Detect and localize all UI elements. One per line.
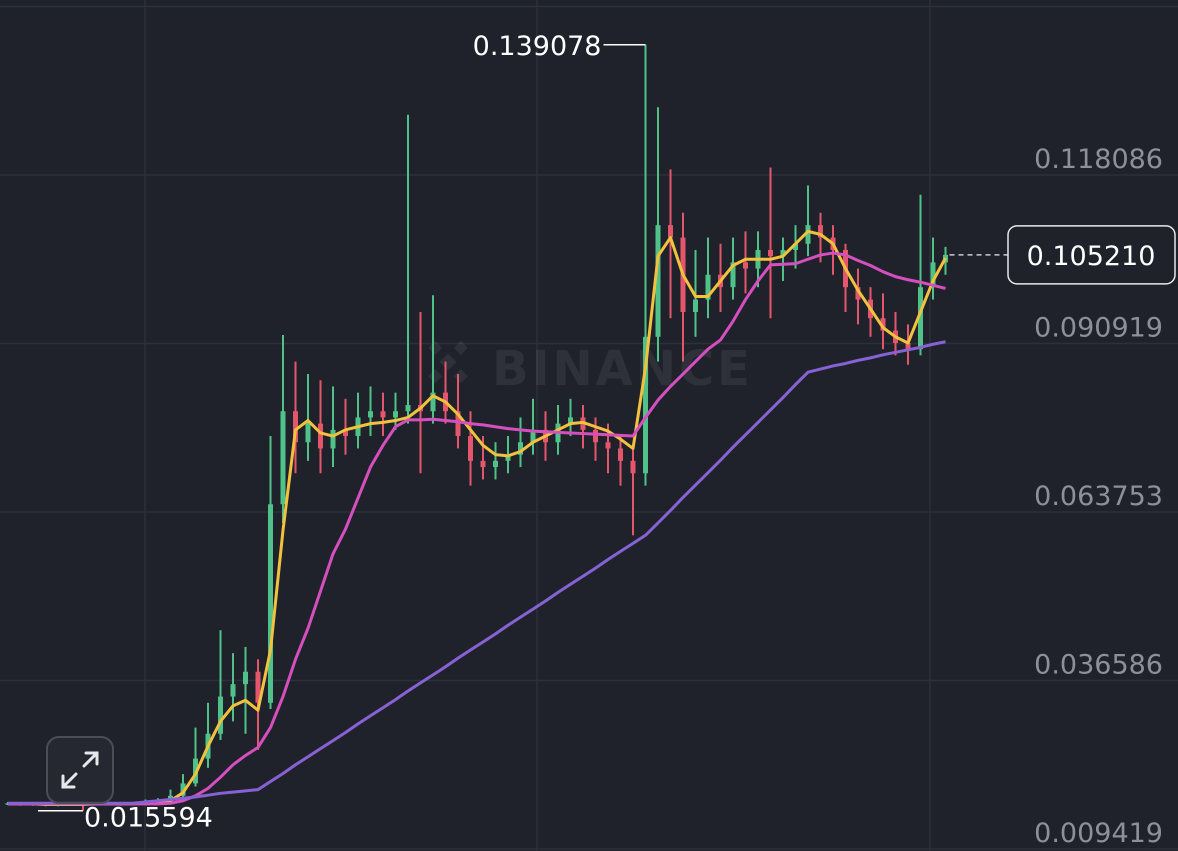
candle-body (343, 429, 348, 437)
candle-body (768, 249, 773, 257)
axis-labels: 0.145253 0.118086 0.090919 0.063753 0.036586… (1034, 0, 1163, 849)
candle-body (480, 460, 486, 468)
candle-body (305, 423, 311, 443)
candle-body (818, 225, 823, 238)
candle-body (780, 249, 786, 257)
candle-body (243, 671, 248, 685)
candle-body (230, 684, 236, 697)
candle-body (855, 287, 861, 300)
candle-body (618, 448, 623, 461)
y-tick-label: 0.118086 (1034, 144, 1163, 175)
candle-body (668, 225, 673, 238)
candle-body (393, 411, 398, 418)
candle-body (930, 262, 936, 288)
moving-average-line (8, 229, 947, 806)
candle-body (743, 262, 748, 269)
y-tick-label: 0.036586 (1034, 650, 1163, 681)
candle-body (493, 460, 498, 468)
candle-body (643, 336, 648, 474)
y-tick-label: 0.063753 (1034, 481, 1163, 512)
candle-body (655, 225, 661, 337)
candle-body (468, 436, 473, 461)
moving-averages (8, 229, 947, 806)
candle-body (180, 783, 186, 796)
candle-body (805, 225, 811, 244)
y-tick-label: 0.090919 (1034, 313, 1163, 344)
candle-body (405, 405, 411, 412)
annotations: 0.139078 0.015594 0.105210 (38, 31, 1176, 834)
price-grid (0, 5, 1178, 850)
candle-body (218, 696, 223, 734)
candle-body (518, 442, 523, 455)
candle-body (605, 442, 611, 449)
candle-body (255, 671, 261, 703)
candle-body (693, 299, 698, 312)
candle-body (280, 411, 286, 505)
candle-body (918, 287, 923, 350)
last-price-label: 0.105210 (1027, 241, 1156, 272)
expand-button[interactable] (46, 736, 114, 804)
candle-body (905, 343, 911, 350)
candle-body (330, 429, 336, 449)
candle-body (730, 262, 736, 288)
candle-body (705, 274, 711, 300)
watermark-text: BINANCE (492, 341, 753, 397)
candle-body (568, 417, 573, 424)
high-label: 0.139078 (473, 31, 602, 62)
expand-button-frame[interactable] (46, 736, 114, 804)
candle-body (505, 454, 511, 461)
last-price-box (1007, 225, 1176, 285)
candle-body (380, 411, 386, 418)
expand-icon (61, 751, 99, 789)
moving-average-line (8, 251, 946, 806)
time-grid (144, 0, 931, 851)
candle-body (430, 392, 436, 412)
y-tick-label: 0.009419 (1034, 818, 1163, 849)
candle-body (293, 411, 298, 443)
candle-body (268, 504, 273, 703)
candle-body (593, 429, 598, 443)
low-label: 0.015594 (84, 803, 213, 834)
candle-body (368, 411, 373, 418)
candle-body (455, 411, 461, 437)
candle-body (318, 423, 323, 449)
candle-body (793, 243, 798, 250)
y-tick-label: 0.145253 (1034, 0, 1163, 6)
candle-body (530, 429, 536, 443)
moving-average-line (8, 340, 946, 805)
candle-body (630, 460, 636, 474)
candle-body (880, 318, 886, 331)
